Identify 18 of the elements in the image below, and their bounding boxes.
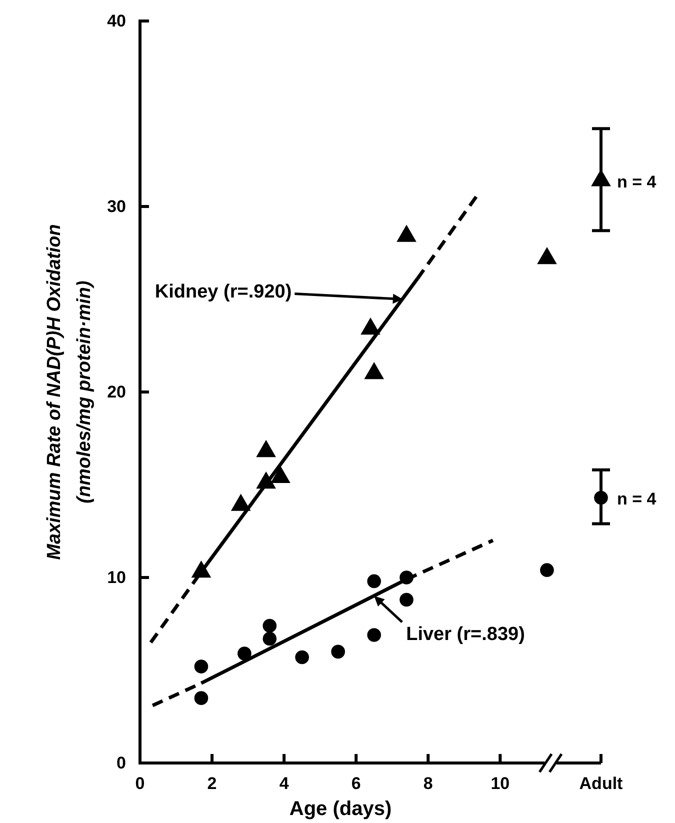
- x-tick-label: 10: [490, 774, 510, 794]
- y-axis-title: Maximum Rate of NAD(P)H Oxidation (nmoles/mg protein·min): [44, 224, 95, 560]
- x-tick-label: 0: [135, 774, 145, 794]
- annotation: n = 4: [617, 490, 657, 509]
- x-tick-label: 8: [423, 774, 433, 794]
- y-tick-label: 30: [107, 196, 126, 216]
- annotation: Liver (r=.839): [406, 624, 525, 646]
- annotation: Kidney (r=.920): [154, 281, 292, 302]
- x-tick-label: 4: [279, 774, 290, 794]
- y-tick-label: 20: [107, 382, 126, 402]
- x-axis-title: Age (days): [289, 798, 392, 820]
- x-tick-label: 2: [207, 774, 217, 794]
- y-tick-label: 0: [116, 753, 126, 772]
- x-tick-label: 6: [351, 774, 361, 794]
- y-tick-label: 40: [107, 11, 126, 30]
- annotation: n = 4: [617, 172, 657, 192]
- y-tick-label: 10: [107, 568, 126, 587]
- x-tick-label: Adult: [579, 774, 624, 794]
